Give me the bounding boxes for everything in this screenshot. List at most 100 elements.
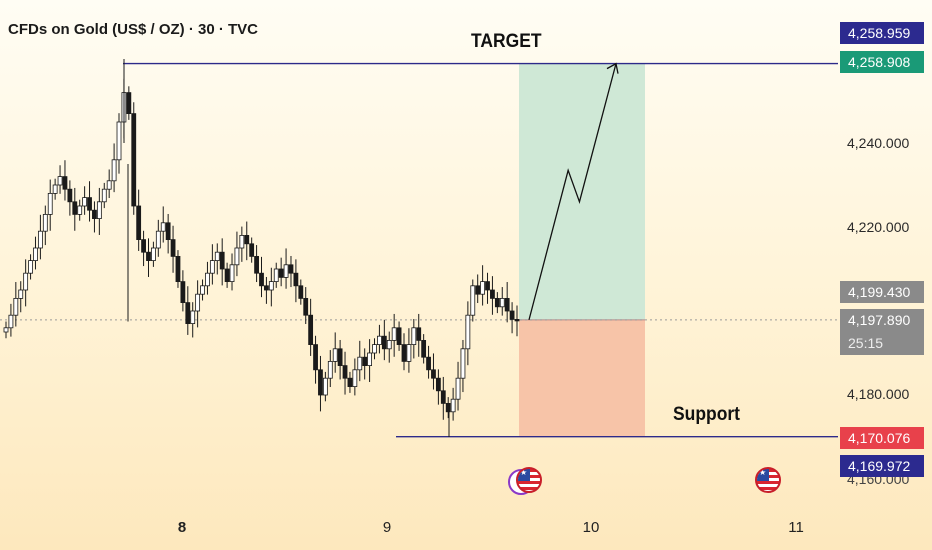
us-flag-icon[interactable] xyxy=(755,467,781,493)
current-price-tag: 4,197.890 25:15 xyxy=(840,309,924,355)
candle xyxy=(313,335,318,384)
candle xyxy=(37,214,43,260)
us-flag-icon[interactable] xyxy=(516,467,542,493)
candle xyxy=(509,302,515,334)
candle-body xyxy=(62,176,68,190)
candle xyxy=(180,270,186,312)
candle xyxy=(33,236,38,270)
arrow-head xyxy=(606,62,619,74)
y-tick-label: 4,180.000 xyxy=(847,386,910,402)
candle-body xyxy=(450,398,456,413)
candle xyxy=(254,245,259,283)
candle xyxy=(42,205,48,246)
candle-body xyxy=(141,239,146,253)
target-top-tag: 4,258.959 xyxy=(840,22,924,44)
candle-body xyxy=(47,192,53,215)
candle-body xyxy=(200,285,205,295)
candle-body xyxy=(440,390,446,404)
candle xyxy=(475,274,481,304)
candle xyxy=(146,238,151,277)
candle-body xyxy=(303,297,309,316)
candle-body xyxy=(362,356,368,367)
candle-body xyxy=(480,281,486,295)
candle xyxy=(411,318,417,359)
candle-body xyxy=(322,377,328,396)
candle-body xyxy=(377,335,382,346)
candle-body xyxy=(209,260,215,274)
candle-body xyxy=(494,297,500,308)
candle xyxy=(165,213,171,254)
candle-body xyxy=(273,268,279,283)
candle xyxy=(244,221,250,261)
candle xyxy=(381,319,387,361)
candle xyxy=(151,241,156,267)
candle xyxy=(490,276,495,315)
candle-body xyxy=(72,201,78,215)
candle xyxy=(62,160,68,201)
level-lines xyxy=(0,62,838,438)
candle xyxy=(278,257,284,287)
candle xyxy=(155,219,161,257)
candle-body xyxy=(160,222,166,232)
candle-body xyxy=(224,268,230,283)
candle-body xyxy=(514,318,520,322)
candle-body xyxy=(470,285,476,316)
candle xyxy=(426,345,431,379)
candle xyxy=(175,250,181,288)
candle-body xyxy=(229,264,235,282)
candle xyxy=(460,339,466,393)
candle xyxy=(480,265,486,306)
candle-body xyxy=(509,310,515,320)
candle-body xyxy=(288,264,294,274)
candle-body xyxy=(499,297,505,308)
candle xyxy=(494,292,500,314)
candle-body xyxy=(23,272,29,291)
candle-body xyxy=(372,344,377,354)
candle-body xyxy=(337,348,343,366)
candle xyxy=(416,313,422,357)
position-zones xyxy=(519,63,645,437)
candle-body xyxy=(37,230,43,249)
candle xyxy=(268,267,274,307)
candle-body xyxy=(165,222,171,241)
candle xyxy=(367,339,372,382)
candle xyxy=(47,179,53,231)
candle xyxy=(435,369,441,405)
candle xyxy=(421,334,427,364)
candle xyxy=(249,237,255,263)
target-level-tag: 4,258.908 xyxy=(840,51,924,73)
candle-body xyxy=(475,285,481,295)
candle xyxy=(205,261,210,295)
candle xyxy=(200,279,205,301)
candle xyxy=(396,321,402,351)
candle-body xyxy=(52,184,58,194)
candle xyxy=(431,353,436,390)
candle-body xyxy=(131,113,137,207)
candle xyxy=(406,328,412,373)
candle xyxy=(82,186,88,215)
candle xyxy=(303,287,309,325)
candle xyxy=(239,226,245,262)
candle xyxy=(377,324,382,354)
candle-body xyxy=(268,281,274,291)
candle xyxy=(342,351,348,395)
candle xyxy=(504,282,510,323)
candle-body xyxy=(426,356,431,371)
candle xyxy=(77,199,83,221)
candle-body xyxy=(42,213,48,232)
candle-body xyxy=(254,255,259,274)
candle-body xyxy=(18,289,24,299)
candle xyxy=(141,230,146,267)
candle-body xyxy=(308,314,314,346)
x-tick-label: 8 xyxy=(177,519,187,536)
candle xyxy=(470,279,476,322)
projection-arrow xyxy=(528,62,619,321)
y-tick-label: 4,240.000 xyxy=(847,135,910,151)
candle xyxy=(357,340,363,382)
support-label: Support xyxy=(673,404,741,425)
x-tick-label: 11 xyxy=(788,519,804,536)
candle xyxy=(131,102,137,215)
candle-body xyxy=(445,402,451,413)
candle-body xyxy=(33,247,38,262)
